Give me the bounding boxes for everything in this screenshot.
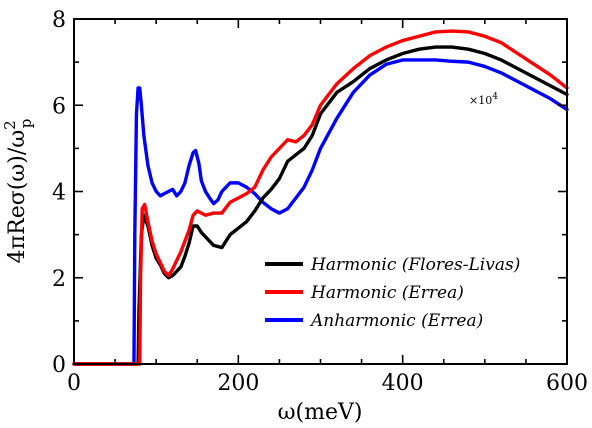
scale-annotation-exp: 4 — [492, 92, 498, 102]
x-tick-label: 400 — [382, 371, 424, 396]
legend-label: Harmonic (Flores-Livas) — [310, 255, 520, 275]
series-line-harmonic-errea — [72, 29, 569, 366]
y-tick-label: 4 — [52, 181, 66, 206]
scale-annotation-base: ×10 — [469, 94, 492, 107]
x-axis-title: ω(meV) — [278, 400, 363, 425]
y-axis-title: 4πReσ(ω)/ω2p — [1, 119, 35, 264]
y-axis-title-sup: 2 — [1, 120, 19, 130]
y-tick-label: 8 — [52, 8, 66, 33]
axis-tick-labels: 0 200 400 600 0 2 4 6 8 — [52, 8, 588, 396]
y-axis-title-sub: p — [17, 119, 35, 129]
y-tick-label: 2 — [52, 267, 66, 292]
y-tick-label: 6 — [52, 94, 66, 119]
series-line-anharmonic-errea — [72, 58, 569, 366]
x-tick-label: 600 — [546, 371, 588, 396]
plot-area — [72, 29, 569, 366]
x-tick-label: 0 — [67, 371, 81, 396]
scale-annotation: ×104 — [469, 92, 498, 107]
legend-label: Harmonic (Errea) — [310, 283, 464, 303]
legend: Harmonic (Flores-Livas) Harmonic (Errea) A… — [265, 255, 520, 331]
legend-label: Anharmonic (Errea) — [309, 311, 483, 331]
x-tick-label: 200 — [217, 371, 259, 396]
axis-ticks — [73, 18, 568, 365]
y-axis-title-main: 4πReσ(ω)/ω — [5, 130, 30, 264]
svg-text:4πReσ(ω)/ω2p: 4πReσ(ω)/ω2p — [1, 119, 35, 264]
y-tick-label: 0 — [52, 353, 66, 378]
